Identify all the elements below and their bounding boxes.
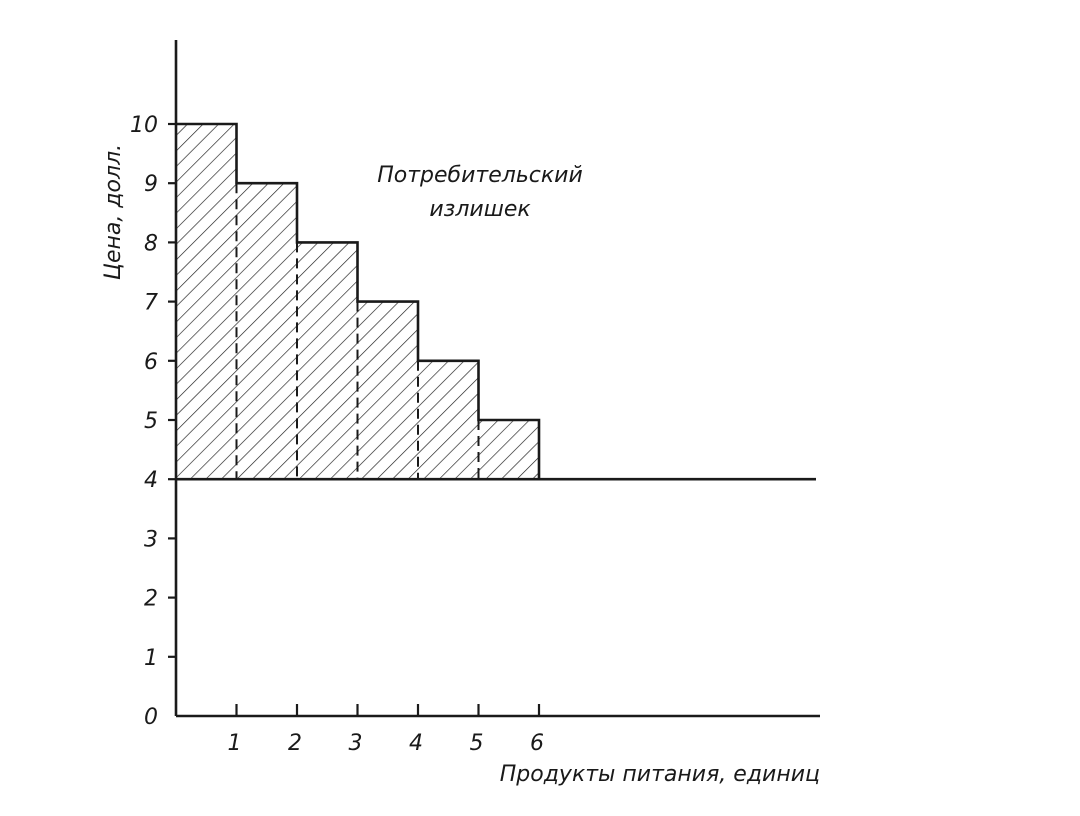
y-tick-label-2: 2 [144, 587, 158, 612]
demand-step-outline [176, 122, 541, 480]
unit-dividers [235, 183, 480, 480]
x-tick-label-1: 1 [228, 731, 242, 756]
y-tick-label-9: 9 [144, 172, 158, 197]
y-axis-label: Цена, долл. [101, 144, 126, 280]
x-axis-label: Продукты питания, единиц [500, 762, 820, 787]
y-tick-label-3: 3 [144, 527, 158, 552]
y-tick-label-0: 0 [144, 705, 158, 730]
x-tick-label-2: 2 [288, 731, 302, 756]
y-tick-label-1: 1 [144, 646, 158, 671]
x-tick-label-6: 6 [530, 731, 544, 756]
y-tick-label-6: 6 [144, 350, 158, 375]
x-tick-label-5: 5 [470, 731, 484, 756]
demand-steps [176, 122, 541, 480]
annotation-line-2: излишек [429, 197, 531, 222]
y-tick-label-5: 5 [144, 409, 158, 434]
y-tick-label-7: 7 [144, 291, 158, 316]
y-tick-label-4: 4 [144, 468, 158, 493]
y-tick-label-8: 8 [144, 231, 158, 256]
x-tick-label-4: 4 [409, 731, 423, 756]
x-axis-ticks: 1 2 3 4 5 6 [228, 704, 544, 756]
annotation-line-1: Потребительский [377, 163, 583, 188]
x-tick-label-3: 3 [349, 731, 363, 756]
y-axis-ticks: 0 1 2 3 4 5 6 7 8 9 10 [130, 113, 176, 730]
y-tick-label-10: 10 [130, 113, 158, 138]
